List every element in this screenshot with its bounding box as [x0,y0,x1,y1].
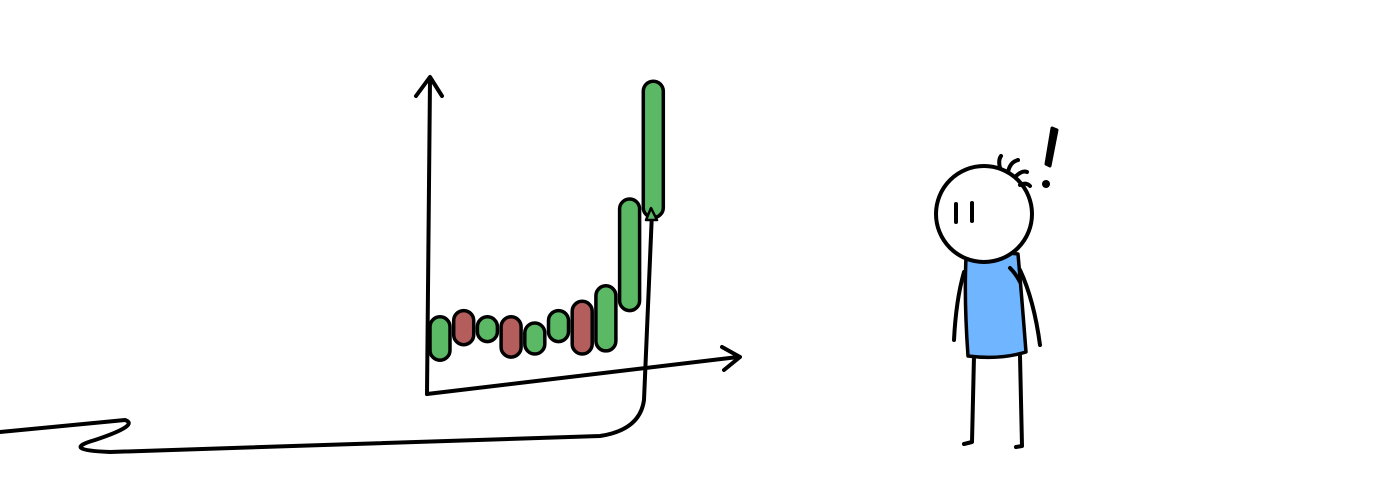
y-axis [425,78,432,396]
left-leg [962,354,976,446]
candle-1-up [428,315,452,362]
candle-8-up [594,284,618,353]
shoulder-line [1008,266,1022,284]
right-arm [1018,268,1042,347]
candlestick-series [428,79,666,362]
left-arm [952,270,966,342]
hair-tuft-1 [997,154,1003,170]
stick-figure [934,126,1059,449]
rope-line [0,210,654,454]
head [934,164,1034,264]
y-axis-arrowhead [414,75,444,98]
candle-4-down [499,315,523,359]
x-axis [425,355,740,396]
candle-3-up [475,315,500,344]
chart-axes [414,75,742,396]
shirt [963,250,1028,360]
right-leg [1014,354,1024,449]
candle-9-up [617,197,642,313]
rope-tip-marker [644,206,659,222]
candle-5-up [523,321,547,356]
candle-6-up [546,308,571,344]
exclamation-mark-dot [1042,180,1050,188]
exclamation-mark-stroke [1044,126,1059,168]
candle-7-down [570,299,594,356]
candle-10-up [641,79,666,220]
hair-tuft-2 [1006,158,1020,174]
candle-2-down [451,308,476,347]
hair-tuft-4 [1018,181,1032,188]
x-axis-arrowhead [720,345,742,372]
hair-tuft-3 [1013,169,1029,179]
